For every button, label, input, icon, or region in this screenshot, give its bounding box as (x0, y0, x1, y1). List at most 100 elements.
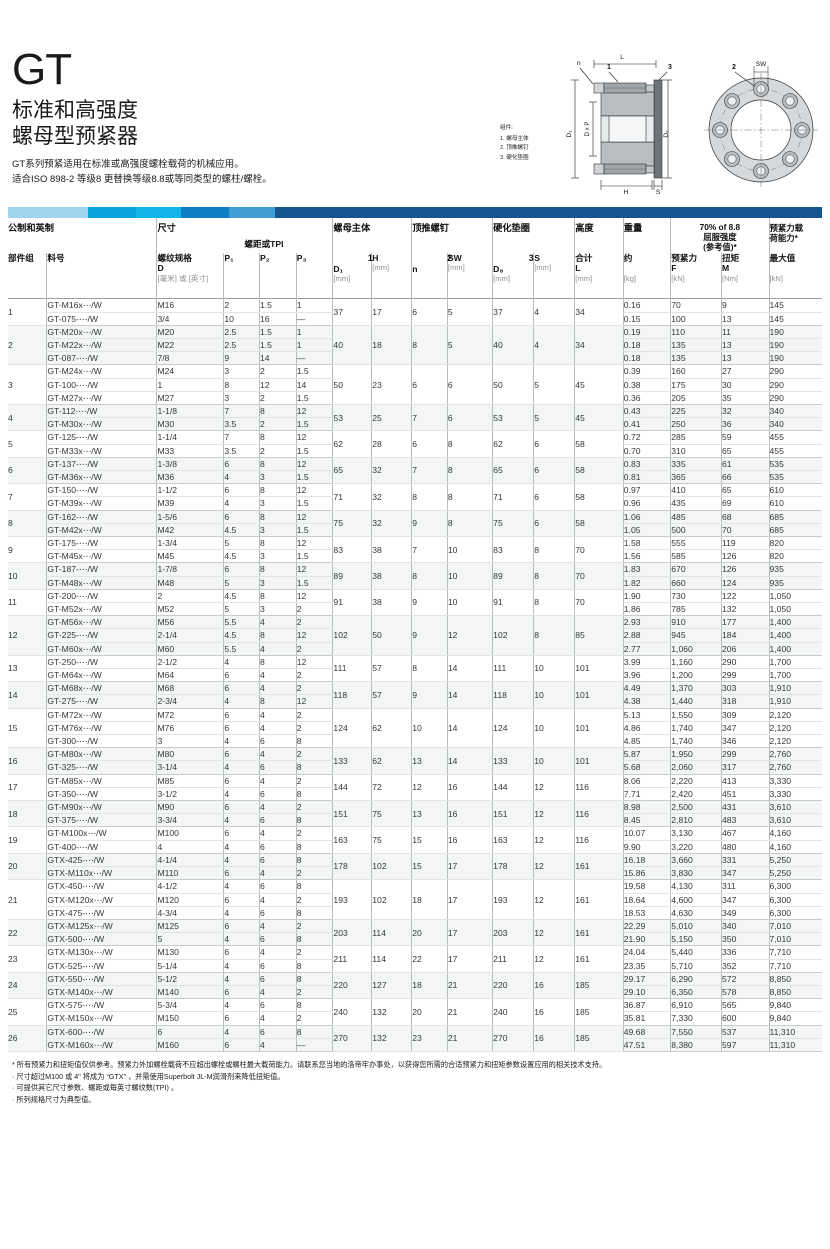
load-capacity: 340 (768, 417, 822, 432)
nut-d1: 83 (332, 536, 372, 564)
weight: 0.39 (622, 364, 671, 379)
torque: 309 (721, 708, 770, 722)
part-number: GTX-425-⋯/W (46, 852, 157, 868)
pitch-p3: 12 (295, 655, 333, 670)
torque: 572 (721, 972, 770, 986)
pitch-p2: 1.5 (259, 325, 297, 339)
pitch-p2: 6 (259, 813, 297, 828)
group-id: 2 (8, 325, 47, 366)
part-number: GTX-450-⋯/W (46, 879, 157, 894)
jack-n: 8 (411, 483, 448, 511)
jack-sw: 21 (446, 998, 493, 1026)
preload-force: 7,550 (670, 1025, 722, 1039)
preload-force: 3,130 (670, 826, 722, 841)
table-row: GTX-M160x⋯/W M160 6 4— 47.51 8,380 597 11,310 (8, 1038, 822, 1052)
torque: 65 (721, 483, 770, 498)
colorbar-seg-6 (275, 207, 822, 218)
col-p3: P₃ (295, 252, 333, 299)
torque: 36 (721, 417, 770, 432)
load-capacity: 190 (768, 338, 822, 353)
thread-spec: M100 (156, 826, 224, 841)
nut-h: 75 (371, 800, 412, 828)
col-h: H [mm] (371, 252, 412, 299)
pitch-p2: 6 (259, 734, 297, 749)
load-capacity: 7,710 (768, 945, 822, 960)
weight: 0.18 (622, 338, 671, 353)
nut-h: 72 (371, 774, 412, 802)
col-height-l: 合计 L [mm] (574, 252, 624, 299)
preload-force: 310 (670, 444, 722, 458)
thread-spec: M85 (156, 774, 224, 788)
table-row: GT-M45x⋯/W M45 4.5 3 1.5 1.56 585 126 820 (8, 549, 822, 564)
weight: 10.07 (622, 826, 671, 841)
load-capacity: 685 (768, 523, 822, 538)
preload-force: 3,220 (670, 840, 722, 854)
washer-ds: 62 (492, 430, 534, 458)
torque: 290 (721, 655, 770, 670)
preload-force: 435 (670, 496, 722, 511)
pitch-p2: 6 (259, 760, 297, 775)
pitch-p1: 2.5 (223, 338, 260, 353)
group-id: 9 (8, 536, 47, 564)
table-row: GT-275-⋯/W 2-3/4 4 8 12 4.38 1,440 318 1,910 (8, 694, 822, 709)
weight: 2.88 (622, 628, 671, 643)
thread-spec: 3 (156, 734, 224, 749)
torque: 347 (721, 893, 770, 907)
weight: 4.86 (622, 721, 671, 736)
preload-force: 110 (670, 325, 722, 339)
pitch-p3: 12 (295, 430, 333, 445)
col-sw: SW [mm] (446, 252, 493, 299)
height-l: 116 (574, 826, 624, 854)
torque: 126 (721, 549, 770, 564)
load-capacity: 1,400 (768, 628, 822, 643)
weight: 0.18 (622, 351, 671, 366)
pitch-p3: 8 (295, 852, 333, 868)
nut-h: 38 (371, 589, 412, 617)
preload-force: 945 (670, 628, 722, 643)
load-capacity: 3,330 (768, 774, 822, 788)
pitch-p3: 8 (295, 959, 333, 973)
part-number: GTX-M150x⋯/W (46, 1011, 157, 1026)
torque: 600 (721, 1011, 770, 1026)
nut-d1: 62 (332, 430, 372, 458)
pitch-p1: 4.5 (223, 549, 260, 564)
jack-n: 7 (411, 536, 448, 564)
part-number: GT-M33x⋯/W (46, 444, 157, 458)
col-ds: 3 D₈ [mm] (492, 252, 534, 299)
pitch-p1: 6 (223, 562, 260, 577)
weight: 1.05 (622, 523, 671, 538)
jack-n: 7 (411, 457, 448, 485)
group-id: 20 (8, 852, 47, 881)
pitch-p2: 3 (259, 549, 297, 564)
load-capacity: 145 (768, 312, 822, 326)
torque: 32 (721, 404, 770, 419)
torque: 66 (721, 470, 770, 485)
table-row: 4 GT-112-⋯/W 1-1/8 7 8 12 53 25 7 6 53 5 45 0.43 225 32… (8, 404, 822, 432)
legend-item-1: 1. 螺母主体 (500, 135, 529, 142)
part-number: GT-350-⋯/W (46, 787, 157, 802)
pitch-title: 螺距或TPI (244, 238, 284, 249)
load-capacity: 7,010 (768, 932, 822, 947)
thread-spec: M110 (156, 866, 224, 881)
torque: 35 (721, 391, 770, 405)
pitch-p1: 10 (223, 312, 260, 326)
pitch-p2: 4 (259, 893, 297, 907)
table-row: GT-075-⋯/W 3/4 10 16— 0.15 100 13 145 (8, 312, 822, 326)
pitch-p2: 6 (259, 1025, 297, 1039)
part-number: GTX-M140x⋯/W (46, 985, 157, 1000)
part-number: GT-325-⋯/W (46, 760, 157, 775)
jack-n: 7 (411, 404, 448, 432)
thread-spec: M22 (156, 338, 224, 353)
washer-ds: 102 (492, 615, 534, 656)
table-row: GTX-M140x⋯/W M140 6 4 2 29.10 6,350 578 8,850 (8, 985, 822, 1000)
pitch-p2: 4 (259, 1011, 297, 1026)
weight: 2.77 (622, 642, 671, 656)
yield-line-1: 70% of 8.8 (699, 222, 741, 232)
weight: 0.15 (622, 312, 671, 326)
nut-h: 32 (371, 457, 412, 485)
pitch-p2: 4 (259, 642, 297, 656)
load-capacity: 7,010 (768, 919, 822, 934)
pitch-p2: 4 (259, 919, 297, 934)
preload-force: 135 (670, 351, 722, 366)
washer-s: 8 (533, 589, 575, 617)
